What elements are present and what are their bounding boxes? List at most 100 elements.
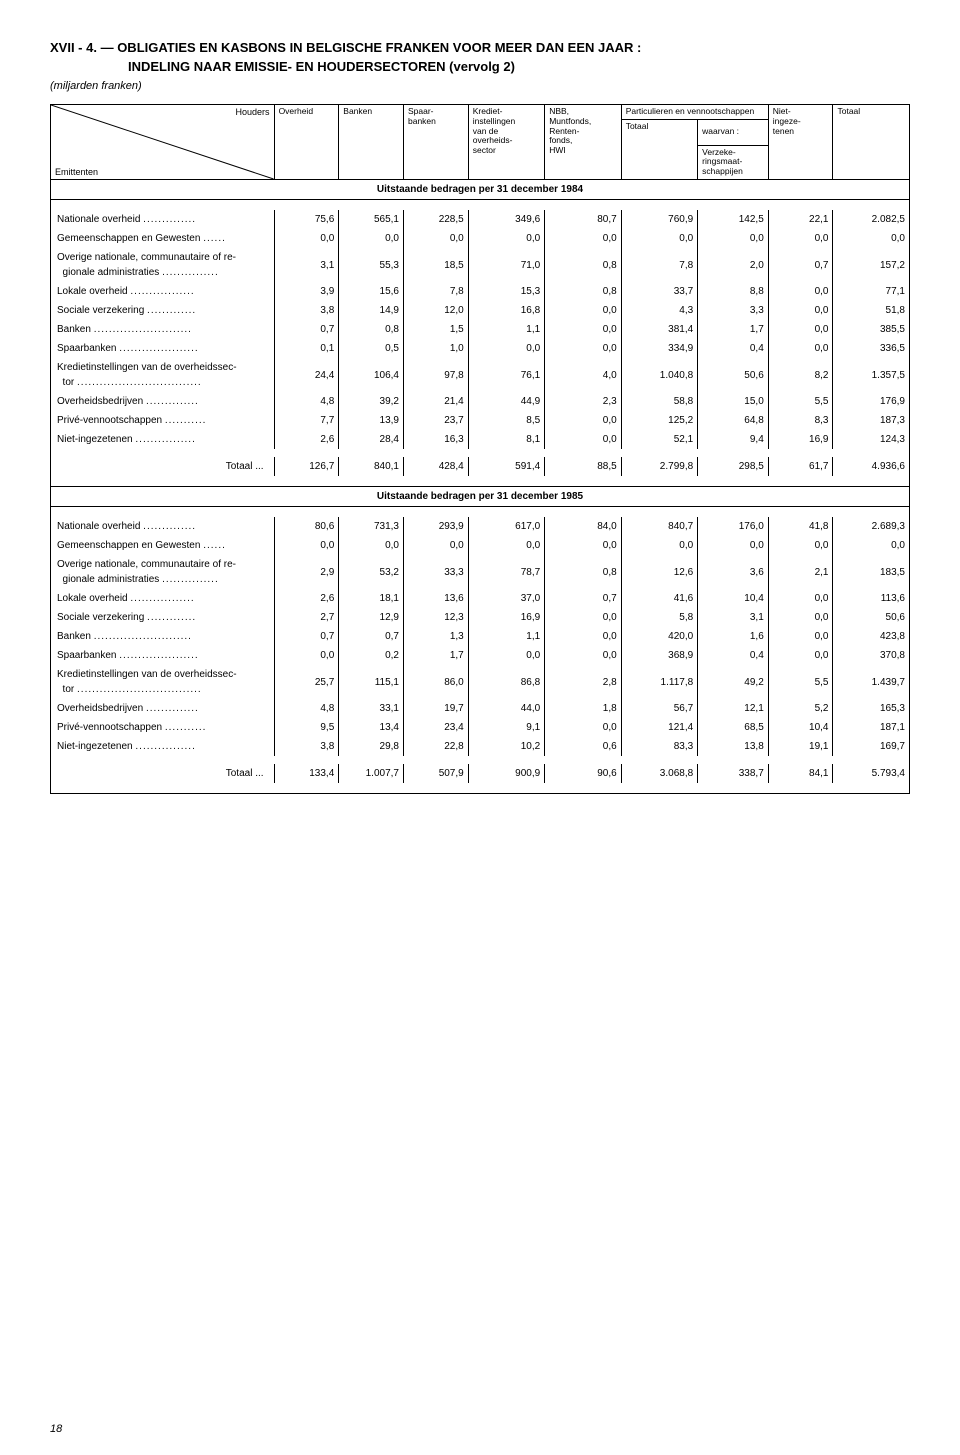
cell: 0,0 (698, 536, 769, 555)
total-cell: 428,4 (404, 457, 469, 476)
sub-waarvan: waarvan : (698, 119, 769, 145)
total-cell: 126,7 (274, 457, 339, 476)
cell: 0,7 (274, 320, 339, 339)
cell: 52,1 (621, 430, 697, 449)
total-cell: 90,6 (545, 764, 621, 783)
row-label: Lokale overheid ................. (51, 589, 275, 608)
section-header-1984: Uitstaande bedragen per 31 december 1984 (51, 180, 910, 200)
cell: 16,9 (768, 430, 833, 449)
cell: 0,0 (545, 320, 621, 339)
row-label: Nationale overheid .............. (51, 210, 275, 229)
cell: 12,3 (404, 608, 469, 627)
cell: 121,4 (621, 718, 697, 737)
cell: 0,0 (621, 229, 697, 248)
cell: 368,9 (621, 646, 697, 665)
cell: 4,0 (545, 358, 621, 392)
col-particulieren: Particulieren en vennootschappen (621, 105, 768, 120)
cell: 169,7 (833, 737, 910, 756)
cell: 12,9 (339, 608, 404, 627)
cell: 334,9 (621, 339, 697, 358)
cell: 617,0 (468, 517, 544, 536)
cell: 336,5 (833, 339, 910, 358)
header-emittenten: Emittenten (55, 167, 98, 177)
cell: 12,6 (621, 555, 697, 589)
cell: 2.082,5 (833, 210, 910, 229)
cell: 0,0 (545, 339, 621, 358)
table-row: Banken ..........................0,70,71… (51, 627, 910, 646)
cell: 97,8 (404, 358, 469, 392)
table-row: Spaarbanken .....................0,00,21… (51, 646, 910, 665)
cell: 0,0 (768, 229, 833, 248)
sub-verzeke: Verzeke- ringsmaat- schappijen (698, 145, 769, 179)
cell: 18,1 (339, 589, 404, 608)
total-cell: 1.007,7 (339, 764, 404, 783)
cell: 0,7 (339, 627, 404, 646)
cell: 13,4 (339, 718, 404, 737)
page-number: 18 (50, 1423, 62, 1435)
col-totaal: Totaal (833, 105, 910, 180)
row-label: Overheidsbedrijven .............. (51, 699, 275, 718)
header-houders: Houders (236, 107, 270, 117)
row-label: Niet-ingezetenen ................ (51, 737, 275, 756)
cell: 33,3 (404, 555, 469, 589)
cell: 0,0 (545, 536, 621, 555)
cell: 0,0 (545, 627, 621, 646)
cell: 18,5 (404, 248, 469, 282)
cell: 9,1 (468, 718, 544, 737)
cell: 5,5 (768, 665, 833, 699)
cell: 0,5 (339, 339, 404, 358)
cell: 0,0 (274, 646, 339, 665)
cell: 3,8 (274, 301, 339, 320)
cell: 29,8 (339, 737, 404, 756)
cell: 22,8 (404, 737, 469, 756)
table-row: Banken ..........................0,70,81… (51, 320, 910, 339)
cell: 24,4 (274, 358, 339, 392)
total-cell: 61,7 (768, 457, 833, 476)
title-line: XVII - 4. — OBLIGATIES EN KASBONS IN BEL… (50, 40, 910, 55)
row-label: Privé-vennootschappen ........... (51, 718, 275, 737)
cell: 83,3 (621, 737, 697, 756)
cell: 0,4 (698, 646, 769, 665)
cell: 0,7 (274, 627, 339, 646)
cell: 3,1 (274, 248, 339, 282)
cell: 22,1 (768, 210, 833, 229)
cell: 80,6 (274, 517, 339, 536)
table-row: Privé-vennootschappen ...........9,513,4… (51, 718, 910, 737)
section-header-1985: Uitstaande bedragen per 31 december 1985 (51, 487, 910, 507)
cell: 0,8 (545, 282, 621, 301)
cell: 2,3 (545, 392, 621, 411)
cell: 78,7 (468, 555, 544, 589)
unit-label: (miljarden franken) (50, 80, 910, 92)
cell: 1,6 (698, 627, 769, 646)
cell: 0,0 (698, 229, 769, 248)
cell: 13,8 (698, 737, 769, 756)
total-cell: 840,1 (339, 457, 404, 476)
cell: 1,7 (698, 320, 769, 339)
cell: 349,6 (468, 210, 544, 229)
cell: 77,1 (833, 282, 910, 301)
cell: 0,0 (468, 229, 544, 248)
total-cell: 591,4 (468, 457, 544, 476)
cell: 8,1 (468, 430, 544, 449)
row-label: Banken .......................... (51, 320, 275, 339)
row-label: Spaarbanken ..................... (51, 339, 275, 358)
cell: 5,5 (768, 392, 833, 411)
cell: 760,9 (621, 210, 697, 229)
cell: 1,1 (468, 627, 544, 646)
row-label: Privé-vennootschappen ........... (51, 411, 275, 430)
total-cell: 2.799,8 (621, 457, 697, 476)
col-overheid: Overheid (274, 105, 339, 180)
cell: 80,7 (545, 210, 621, 229)
cell: 0,0 (545, 718, 621, 737)
cell: 15,0 (698, 392, 769, 411)
table-row: Niet-ingezetenen ................2,628,4… (51, 430, 910, 449)
cell: 2,6 (274, 589, 339, 608)
cell: 187,3 (833, 411, 910, 430)
cell: 0,1 (274, 339, 339, 358)
col-kredietinstellingen: Krediet- instellingen van de overheids- … (468, 105, 544, 180)
total-cell: 84,1 (768, 764, 833, 783)
cell: 0,0 (545, 411, 621, 430)
cell: 0,7 (768, 248, 833, 282)
cell: 12,0 (404, 301, 469, 320)
col-banken: Banken (339, 105, 404, 180)
